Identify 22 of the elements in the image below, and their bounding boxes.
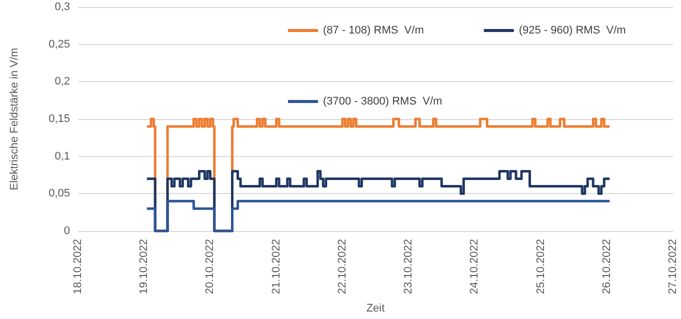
x-tick-label: 21.10.2022 bbox=[270, 239, 282, 294]
x-tick-label: 24.10.2022 bbox=[468, 239, 481, 294]
x-tick-label: 25.10.2022 bbox=[534, 239, 547, 294]
legend-label: (3700 - 3800) RMS V/m bbox=[323, 96, 442, 108]
y-tick-label: 0,2 bbox=[54, 76, 70, 88]
y-tick-label: 0,15 bbox=[48, 113, 70, 125]
x-tick-label: 27.10.2022 bbox=[667, 239, 679, 294]
y-tick-label: 0,3 bbox=[54, 1, 70, 13]
y-axis-title: Elektrische Feldstärke in V/m bbox=[8, 48, 20, 190]
x-axis-title: Zeit bbox=[366, 302, 385, 314]
y-tick-label: 0,05 bbox=[48, 188, 70, 200]
x-tick-label: 26.10.2022 bbox=[600, 239, 613, 294]
y-tick-label: 0 bbox=[64, 225, 70, 237]
x-tick-label: 23.10.2022 bbox=[402, 239, 415, 294]
x-tick-label: 22.10.2022 bbox=[336, 239, 348, 294]
legend-label: (87 - 108) RMS V/m bbox=[323, 24, 424, 36]
x-tick-label: 19.10.2022 bbox=[138, 239, 150, 294]
x-tick-label: 18.10.2022 bbox=[72, 239, 84, 294]
y-tick-label: 0,25 bbox=[48, 38, 70, 50]
x-tick-label: 20.10.2022 bbox=[204, 239, 216, 294]
y-tick-label: 0,1 bbox=[54, 150, 70, 162]
legend-label: (925 - 960) RMS V/m bbox=[518, 24, 626, 36]
